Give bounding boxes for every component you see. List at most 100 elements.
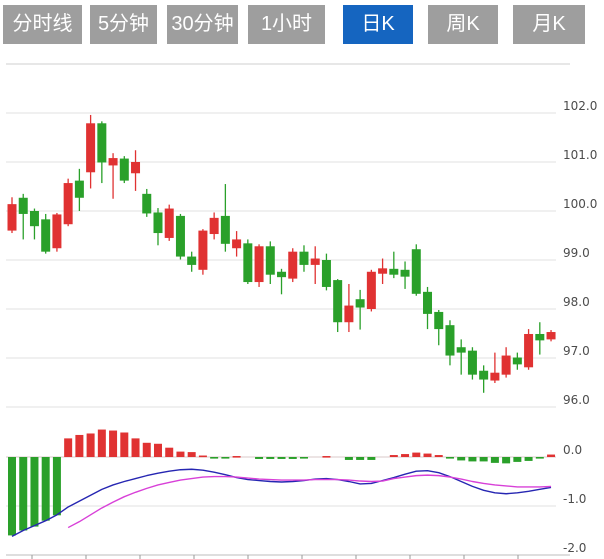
timeframe-toolbar: 分时线 5分钟 30分钟 1小时 日K 周K 月K <box>0 0 604 50</box>
macd-histogram-bar <box>165 447 174 457</box>
macd-histogram-bar <box>30 457 39 527</box>
candle-body <box>344 305 354 323</box>
candle-body <box>366 271 376 309</box>
y-axis-label-main: 98.0 <box>563 295 590 309</box>
macd-histogram-bar <box>176 451 185 457</box>
macd-histogram-bar <box>120 432 129 457</box>
macd-histogram-bar <box>401 454 410 457</box>
macd-histogram-bar <box>255 457 264 459</box>
candle-body <box>434 311 444 330</box>
tab-1hour[interactable]: 1小时 <box>248 5 325 44</box>
candle-body <box>277 271 287 278</box>
candle-body <box>389 268 399 275</box>
macd-histogram-bar <box>434 455 443 457</box>
y-axis-label-main: 96.0 <box>563 393 590 407</box>
candle-body <box>119 158 129 181</box>
candle-body <box>467 350 477 375</box>
candle-body <box>86 123 96 173</box>
candle-body <box>164 208 174 238</box>
macd-dea-line <box>67 474 552 529</box>
y-axis-label-main: 99.0 <box>563 246 590 260</box>
macd-histogram-bar <box>356 457 365 460</box>
y-axis-label-main: 100.0 <box>563 197 597 211</box>
macd-histogram-bar <box>153 443 162 457</box>
macd-histogram-bar <box>198 455 207 458</box>
y-axis-label-main: 102.0 <box>563 99 597 113</box>
tab-daily-k[interactable]: 日K <box>343 5 413 44</box>
candle-body <box>97 123 107 163</box>
macd-histogram-bar <box>299 457 308 459</box>
candle-body <box>41 219 51 252</box>
tab-5min[interactable]: 5分钟 <box>90 5 157 44</box>
candle-body <box>288 251 298 279</box>
candle-body <box>243 243 253 283</box>
y-axis-label-main: 97.0 <box>563 344 590 358</box>
macd-histogram-bar <box>445 457 454 459</box>
candle-body <box>220 215 230 244</box>
macd-histogram-bar <box>457 457 466 461</box>
macd-histogram-bar <box>8 457 16 536</box>
candle-body <box>209 217 219 235</box>
macd-histogram-bar <box>412 452 421 457</box>
candle-body <box>535 333 545 341</box>
candle-body <box>490 372 500 381</box>
candle-body <box>456 347 466 353</box>
y-axis-label-macd: -2.0 <box>563 541 586 555</box>
macd-histogram-bar <box>19 457 28 531</box>
candle-body <box>299 251 309 265</box>
macd-histogram-bar <box>64 438 73 457</box>
macd-histogram-bar <box>322 456 331 458</box>
macd-histogram-bar <box>142 442 151 457</box>
tab-30min[interactable]: 30分钟 <box>167 5 238 44</box>
candle-body <box>74 180 84 198</box>
macd-histogram-bar <box>468 457 477 462</box>
candle-body <box>153 212 163 234</box>
candle-body <box>501 355 511 375</box>
candle-body <box>546 332 556 340</box>
macd-histogram-bar <box>221 457 230 459</box>
candle-body <box>131 162 141 174</box>
macd-histogram-bar <box>41 457 50 521</box>
macd-dif-line <box>11 468 552 538</box>
macd-histogram-bar <box>266 457 275 459</box>
candle-body <box>355 299 365 308</box>
y-axis-label-macd: 0.0 <box>563 443 582 457</box>
candle-body <box>175 215 185 257</box>
macd-histogram-bar <box>389 455 398 457</box>
candle-body <box>142 193 152 214</box>
macd-histogram-bar <box>479 457 488 462</box>
macd-histogram-bar <box>131 438 140 457</box>
candle-body <box>479 370 489 380</box>
candle-body <box>187 256 197 265</box>
candle-body <box>512 357 522 365</box>
macd-histogram-bar <box>344 457 353 460</box>
macd-histogram-bar <box>75 434 84 457</box>
macd-histogram-bar <box>52 457 61 516</box>
macd-histogram-bar <box>97 429 106 457</box>
tab-timeline[interactable]: 分时线 <box>3 5 82 44</box>
candle-body <box>18 197 28 214</box>
macd-histogram-bar <box>367 457 376 460</box>
macd-histogram-bar <box>288 457 297 459</box>
macd-histogram-bar <box>423 453 432 457</box>
candle-body <box>333 280 343 323</box>
macd-histogram-bar <box>524 457 533 461</box>
candle-body <box>29 211 39 227</box>
candle-body <box>108 158 118 166</box>
candle-body <box>524 333 534 368</box>
macd-histogram-bar <box>547 454 556 457</box>
candle-body <box>411 249 421 294</box>
y-axis-label-main: 101.0 <box>563 148 597 162</box>
candle-body <box>310 258 320 265</box>
tab-weekly-k[interactable]: 周K <box>428 5 498 44</box>
candle-body <box>423 291 433 314</box>
macd-histogram-bar <box>277 457 286 459</box>
candle-body <box>445 325 455 356</box>
candle-body <box>400 269 410 277</box>
candle-body <box>321 260 331 287</box>
candle-body <box>7 204 17 231</box>
macd-histogram-bar <box>513 457 522 462</box>
tab-monthly-k[interactable]: 月K <box>513 5 585 44</box>
macd-histogram-bar <box>86 433 95 457</box>
